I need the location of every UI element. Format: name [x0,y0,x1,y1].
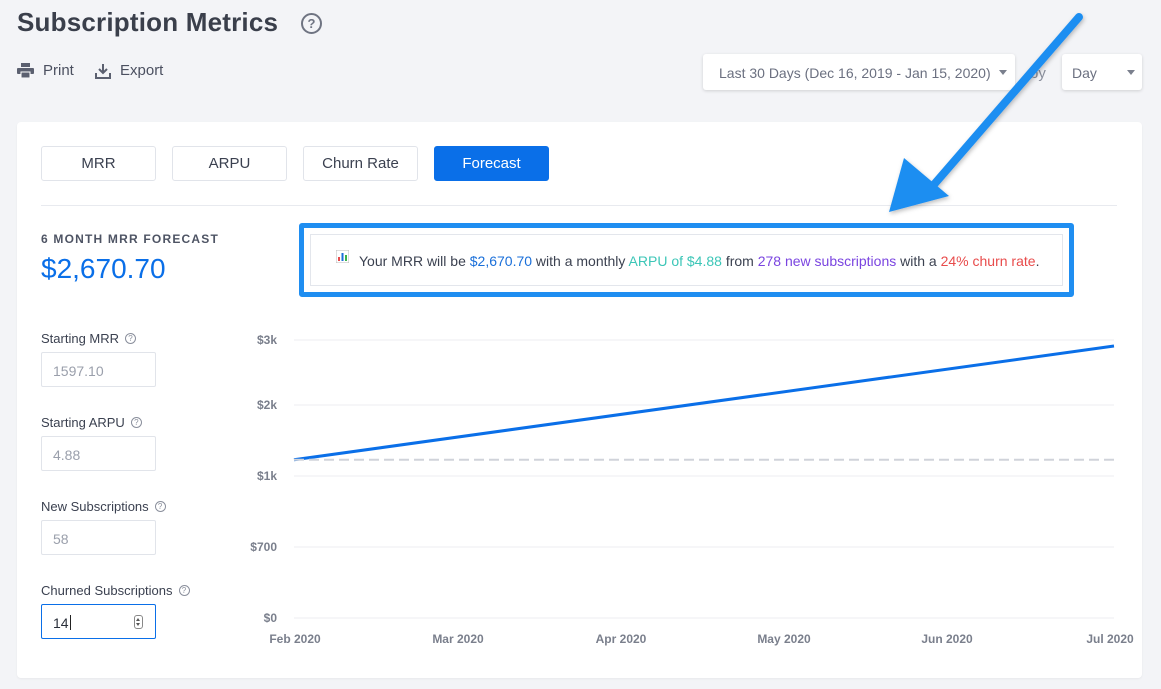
x-tick-label: Feb 2020 [269,632,321,646]
y-tick-label: $2k [257,398,277,412]
export-button[interactable]: Export [95,62,163,79]
by-label: by [1030,65,1046,82]
text-cursor [69,615,71,630]
msg-text: from [721,253,758,269]
starting-mrr-label-text: Starting MRR [41,331,120,346]
highlight-callout: Your MRR will be $2,670.70 with a monthl… [299,223,1074,297]
msg-text: . [1035,253,1040,269]
msg-text: with a monthly [532,253,629,269]
forecast-message: Your MRR will be $2,670.70 with a monthl… [310,234,1063,286]
x-tick-label: Mar 2020 [432,632,484,646]
churned-subscriptions-label-text: Churned Subscriptions [41,583,173,598]
download-icon [95,63,111,79]
new-subscriptions-input[interactable]: 58 [41,520,156,555]
interval-select[interactable]: Day [1062,54,1142,90]
new-subscriptions-label: New Subscriptions? [41,499,166,514]
starting-mrr-input[interactable]: 1597.10 [41,352,156,387]
interval-value: Day [1072,65,1097,81]
help-icon[interactable]: ? [154,501,166,512]
x-tick-label: May 2020 [757,632,811,646]
churned-subscriptions-label: Churned Subscriptions? [41,583,190,598]
page-title: Subscription Metrics [17,7,279,37]
starting-arpu-label-text: Starting ARPU [41,415,125,430]
help-icon[interactable]: ? [178,585,190,596]
printer-icon [17,63,34,78]
tab-mrr[interactable]: MRR [41,146,156,181]
date-range-select[interactable]: Last 30 Days (Dec 16, 2019 - Jan 15, 202… [703,54,1015,90]
msg-text: with a [896,253,941,269]
export-label: Export [120,62,164,79]
forecast-series-line [293,344,1115,462]
tab-churn-rate[interactable]: Churn Rate [303,146,418,181]
forecast-value: $2,670.70 [41,253,166,284]
starting-mrr-label: Starting MRR? [41,331,137,346]
chevron-down-icon [1127,70,1135,75]
starting-arpu-input[interactable]: 4.88 [41,436,156,471]
bar-chart-icon [336,250,349,263]
date-range-value: Last 30 Days (Dec 16, 2019 - Jan 15, 202… [719,65,991,81]
divider [41,205,1117,206]
y-tick-label: $0 [264,611,278,625]
msg-text: Your MRR will be [359,253,470,269]
tab-arpu[interactable]: ARPU [172,146,287,181]
msg-mrr: $2,670.70 [469,253,533,269]
y-tick-label: $1k [257,469,277,483]
number-stepper-icon[interactable] [134,615,143,629]
metrics-card: MRR ARPU Churn Rate Forecast 6 MONTH MRR… [17,122,1142,678]
print-button[interactable]: Print [17,62,74,79]
y-tick-label: $700 [250,540,277,554]
x-tick-label: Jul 2020 [1086,632,1134,646]
churned-subscriptions-value: 14 [53,615,69,631]
chevron-down-icon [999,70,1007,75]
print-label: Print [43,62,74,79]
new-subscriptions-label-text: New Subscriptions [41,499,149,514]
msg-subs: 278 new subscriptions [757,253,897,269]
x-tick-label: Jun 2020 [921,632,973,646]
forecast-label: 6 MONTH MRR FORECAST [41,232,219,246]
starting-arpu-label: Starting ARPU? [41,415,142,430]
tab-forecast[interactable]: Forecast [434,146,549,181]
msg-churn: 24% churn rate [940,253,1036,269]
forecast-chart: $0 $700 $1k $2k $3k Feb 2020 Mar 2020 Apr 2020 M… [250,333,1134,646]
msg-arpu: ARPU of $4.88 [628,253,722,269]
y-tick-label: $3k [257,333,277,347]
x-tick-label: Apr 2020 [596,632,647,646]
help-icon[interactable]: ? [130,417,142,428]
help-icon[interactable]: ? [301,13,322,34]
help-icon[interactable]: ? [125,333,137,344]
churned-subscriptions-input[interactable]: 14 [41,604,156,639]
